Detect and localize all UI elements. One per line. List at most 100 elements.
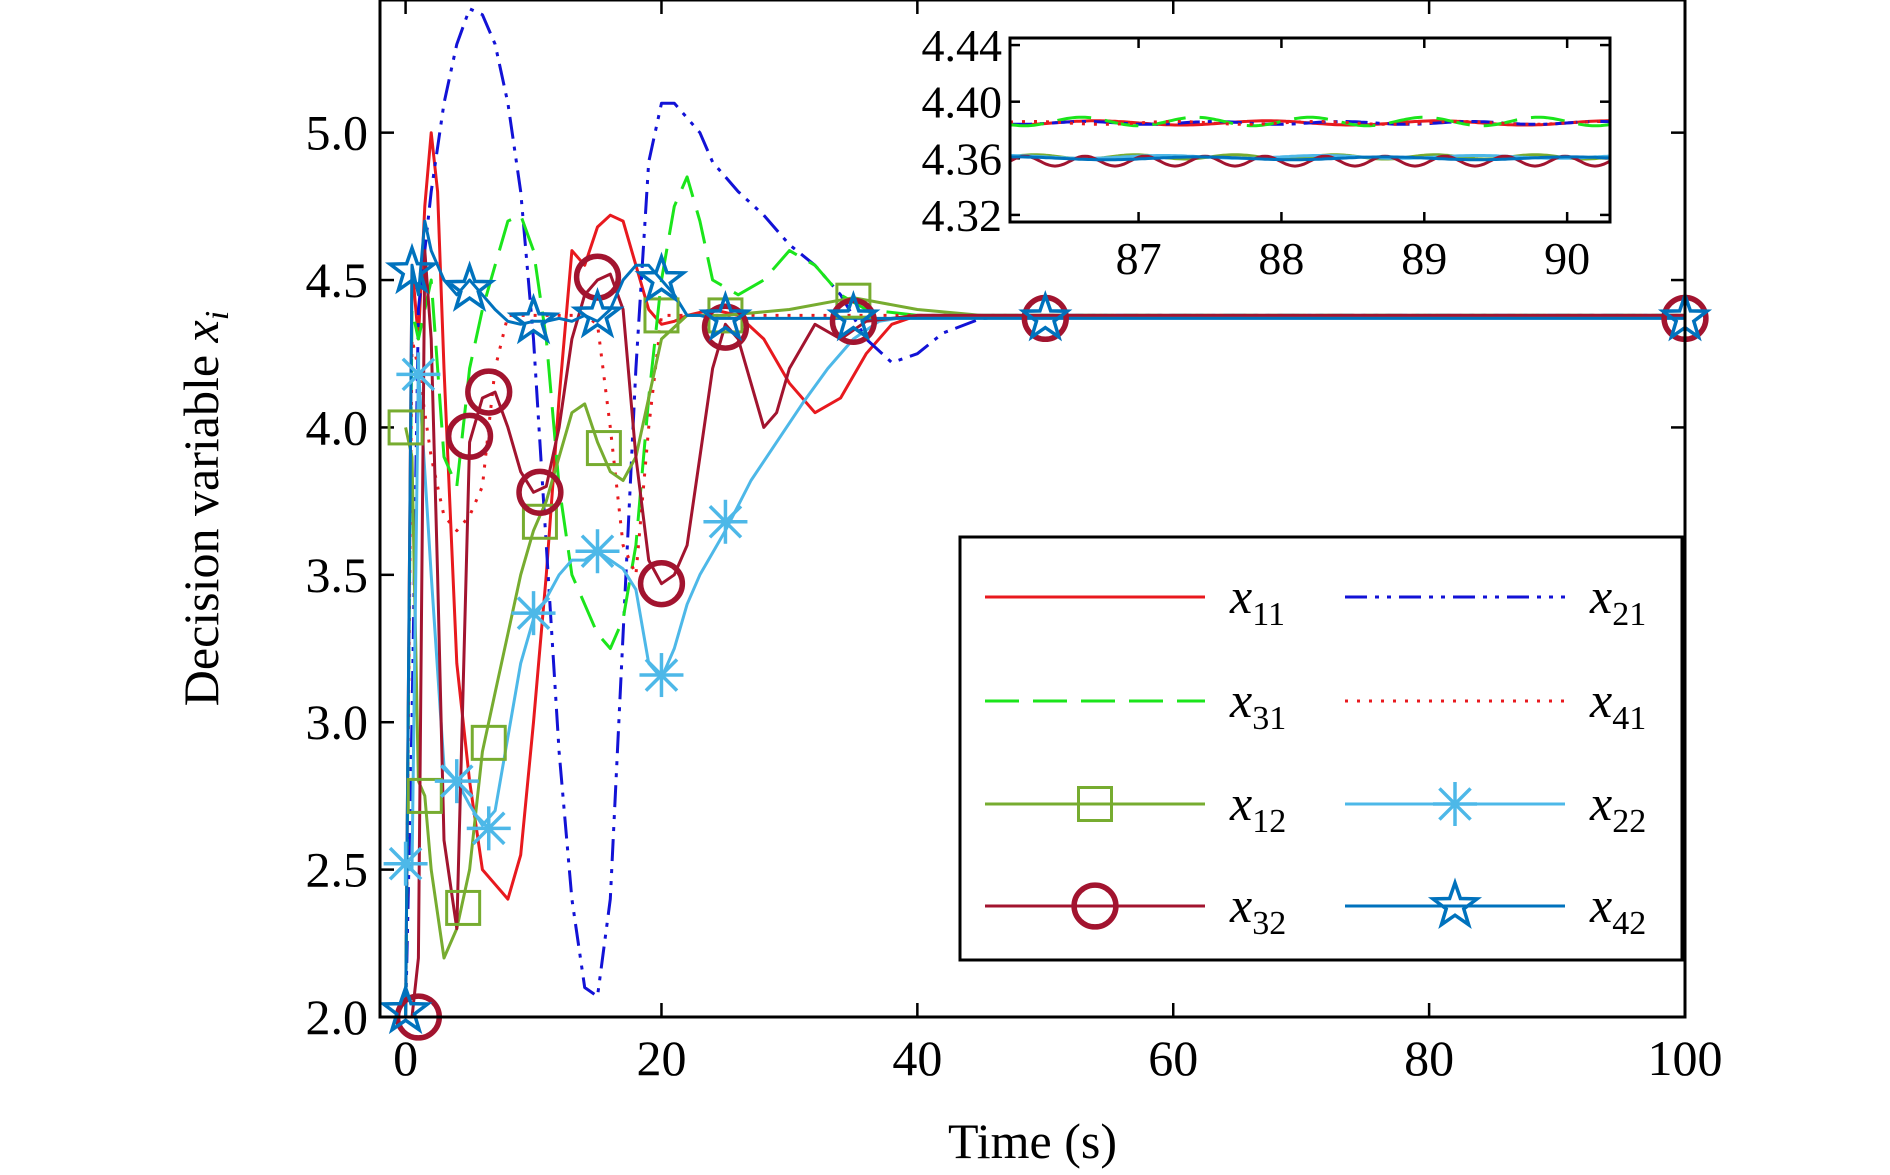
marker-asterisk — [1433, 782, 1477, 826]
legend-item-x31: x31 — [985, 672, 1286, 737]
markers-x12 — [387, 282, 872, 926]
main-tick-labels: 0 20 40 60 80 100 2.0 2.5 3.0 3.5 4.0 4.5 5.0 — [306, 105, 1723, 1086]
marker-circle — [1071, 882, 1119, 930]
legend-var: x — [1589, 877, 1612, 933]
marker-asterisk — [383, 841, 428, 886]
y-axis-title: Decision variable xi — [173, 311, 236, 706]
y-axis-title-var: x — [173, 320, 229, 343]
legend-var: x — [1229, 672, 1252, 728]
marker-star — [570, 286, 625, 339]
marker-circle — [516, 468, 564, 516]
legend-item-x21: x21 — [1345, 568, 1646, 633]
marker-square — [521, 503, 558, 540]
legend-sub: 31 — [1252, 700, 1286, 737]
marker-square — [585, 430, 622, 467]
marker-asterisk — [466, 806, 511, 851]
markers-x42 — [378, 242, 1713, 1035]
legend-item-x22: x22 — [1345, 775, 1646, 840]
inset-series-line-x31 — [1010, 115, 1610, 128]
legend-label: x21 — [1589, 568, 1646, 633]
inset-series-line-x32 — [1010, 154, 1610, 168]
marker-star — [1427, 877, 1483, 930]
marker-square — [835, 282, 872, 319]
inset-x-tick-label: 90 — [1544, 233, 1590, 284]
legend-var: x — [1589, 568, 1612, 624]
marker-star — [506, 292, 561, 345]
legend-item-x12: x12 — [985, 775, 1286, 840]
inset-series-line-x42 — [1010, 155, 1610, 162]
inset-x-tick-label: 88 — [1258, 233, 1304, 284]
marker-star — [1018, 289, 1073, 342]
legend-label: x11 — [1229, 568, 1285, 633]
marker-star — [698, 289, 753, 342]
legend-label: x32 — [1229, 877, 1286, 942]
marker-asterisk — [511, 591, 556, 636]
y-tick-label: 5.0 — [306, 105, 369, 161]
x-tick-label: 40 — [892, 1030, 942, 1086]
legend-item-x32: x32 — [985, 877, 1286, 942]
main-series-group — [404, 7, 1685, 1017]
marker-square — [643, 297, 680, 334]
x-tick-label: 20 — [636, 1030, 686, 1086]
legend-var: x — [1229, 877, 1252, 933]
marker-square — [1077, 786, 1113, 822]
marker-star — [384, 242, 440, 295]
legend-item-x11: x11 — [985, 568, 1285, 633]
y-tick-label: 2.0 — [306, 989, 369, 1045]
main-chart: 0 20 40 60 80 100 2.0 2.5 3.0 3.5 4.0 4.5 5.0 Time (… — [173, 0, 1723, 1169]
legend-sub: 41 — [1612, 700, 1646, 737]
inset-series-group — [1010, 115, 1610, 168]
marker-star — [826, 289, 881, 342]
marker-square — [445, 889, 482, 926]
legend-sub: 12 — [1252, 803, 1286, 840]
inset-x-tick-label: 87 — [1116, 233, 1162, 284]
main-markers-group — [378, 242, 1713, 1041]
markers-x22 — [383, 352, 748, 886]
y-tick-label: 2.5 — [306, 842, 369, 898]
legend-item-x42: x42 — [1345, 877, 1646, 942]
marker-asterisk — [639, 653, 684, 698]
legend-box — [958, 535, 1684, 962]
legend-label: x41 — [1589, 672, 1646, 737]
x-tick-label: 100 — [1648, 1030, 1723, 1086]
inset-y-tick-label: 4.40 — [922, 77, 1003, 128]
legend-sub: 11 — [1252, 596, 1285, 633]
marker-asterisk — [396, 352, 441, 397]
marker-star — [442, 260, 497, 312]
legend-sub: 21 — [1612, 596, 1646, 633]
legend-label: x22 — [1589, 775, 1646, 840]
legend-item-x41: x41 — [1345, 672, 1646, 737]
legend-var: x — [1589, 775, 1612, 831]
y-tick-label: 3.0 — [306, 694, 369, 750]
legend-var: x — [1229, 568, 1252, 624]
marker-circle — [445, 412, 494, 460]
marker-circle — [573, 253, 622, 301]
marker-square — [387, 409, 424, 446]
legend-label: x12 — [1229, 775, 1286, 840]
legend-label: x42 — [1589, 877, 1646, 942]
marker-circle — [637, 560, 686, 608]
inset-y-tick-label: 4.32 — [922, 190, 1003, 241]
marker-star — [378, 982, 433, 1035]
y-axis-title-sub: i — [199, 311, 236, 320]
x-tick-label: 0 — [393, 1030, 418, 1086]
marker-circle — [701, 303, 750, 351]
inset-y-tick-label: 4.36 — [922, 133, 1003, 184]
y-tick-label: 4.5 — [306, 252, 369, 308]
x-axis-title: Time (s) — [948, 1113, 1117, 1169]
main-plot-frame — [378, 0, 1687, 1019]
inset-chart: 87 88 89 90 4.32 4.364.40 4.44 — [890, 20, 1618, 284]
legend-label: x31 — [1229, 672, 1286, 737]
legend-sub: 32 — [1252, 905, 1286, 942]
x-tick-label: 80 — [1404, 1030, 1454, 1086]
legend-sub: 22 — [1612, 803, 1646, 840]
x-tick-label: 60 — [1148, 1030, 1198, 1086]
marker-asterisk — [434, 759, 479, 804]
legend-sub: 42 — [1612, 905, 1646, 942]
inset-tick-labels: 87 88 89 90 4.32 4.364.40 4.44 — [922, 20, 1591, 284]
inset-y-tick-label: 4.44 — [922, 20, 1003, 71]
y-tick-label: 3.5 — [306, 547, 369, 603]
